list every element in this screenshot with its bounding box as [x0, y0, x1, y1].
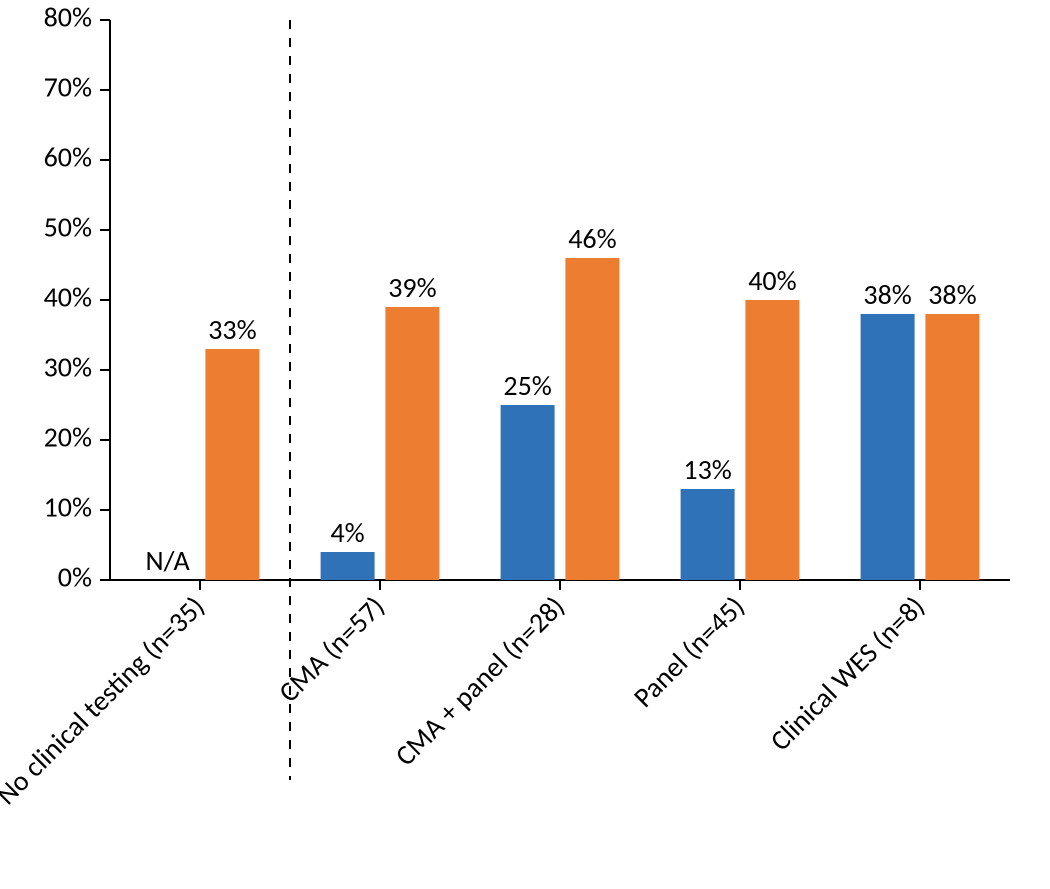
bar [321, 552, 375, 580]
bar-value-label: 40% [748, 263, 796, 298]
y-tick-label: 60% [44, 140, 92, 175]
bar [745, 300, 799, 580]
bar-value-label: 38% [863, 277, 911, 312]
y-tick-label: 50% [44, 210, 92, 245]
y-tick-label: 30% [44, 350, 92, 385]
y-tick-label: 80% [44, 0, 92, 35]
category-label: CMA + panel (n=28) [388, 589, 572, 773]
chart-container: 0% 10% 20% 30% 40% 50% 60% 70% 80% N/A 33% No clini… [0, 0, 1050, 889]
bar-value-label: 33% [208, 312, 256, 347]
bar-value-label: 38% [928, 277, 976, 312]
bar-value-label: 39% [388, 270, 436, 305]
category-label: Clinical WES (n=8) [763, 589, 932, 758]
bar [681, 489, 735, 580]
bar [861, 314, 915, 580]
bar [565, 258, 619, 580]
bar-value-label: 46% [568, 221, 616, 256]
y-tick-label: 0% [58, 560, 92, 595]
y-tick-label: 20% [44, 420, 92, 455]
y-tick-label: 10% [44, 490, 92, 525]
bar [501, 405, 555, 580]
y-tick-label: 40% [44, 280, 92, 315]
bar-value-label: 4% [330, 515, 364, 550]
bar-na-label: N/A [146, 543, 191, 578]
bar-value-label: 13% [683, 452, 731, 487]
category-label: Panel (n=45) [626, 589, 752, 715]
bar [205, 349, 259, 580]
bar [925, 314, 979, 580]
bar [385, 307, 439, 580]
bar-chart: 0% 10% 20% 30% 40% 50% 60% 70% 80% N/A 33% No clini… [0, 0, 1050, 889]
category-label: No clinical testing (n=35) [0, 589, 212, 812]
y-tick-label: 70% [44, 70, 92, 105]
bar-value-label: 25% [503, 368, 551, 403]
